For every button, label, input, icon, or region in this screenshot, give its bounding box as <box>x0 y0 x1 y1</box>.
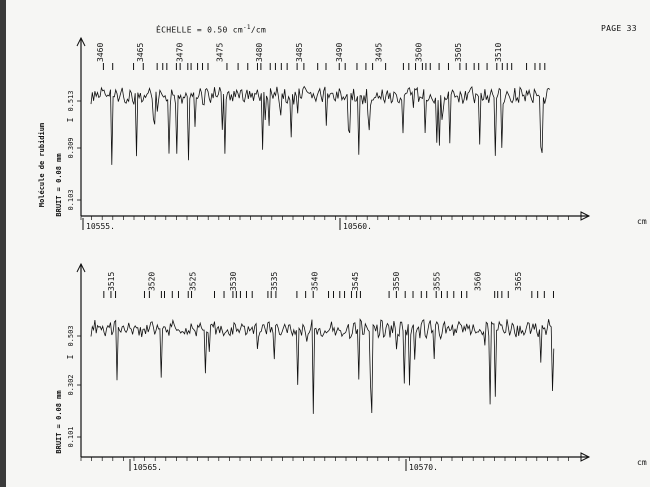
intensity-symbol: I <box>66 354 75 359</box>
noise-label: BRUIT = 0.08 mm <box>55 390 63 453</box>
line-assignment-label: 3535 <box>270 272 279 291</box>
x-tick-label: 10560. <box>343 222 372 231</box>
y-axis-arrow <box>76 262 86 273</box>
line-assignment-label: 3495 <box>375 43 384 62</box>
y-tick-label: 0.309 <box>67 137 75 158</box>
line-assignment-label: 3520 <box>148 272 157 291</box>
page-number: PAGE 33 <box>601 24 637 33</box>
line-assignment-label: 3490 <box>335 43 344 62</box>
x-tick-label: 10555. <box>86 222 115 231</box>
line-assignment-label: 3530 <box>229 272 238 291</box>
scale-suffix: /cm <box>250 25 267 35</box>
y-tick-label: 0.101 <box>67 426 75 447</box>
molecule-label: Molécule de rubidium <box>38 123 46 207</box>
y-tick-label: 0.103 <box>67 189 75 210</box>
line-assignment-label: 3525 <box>188 272 197 291</box>
intensity-symbol: I <box>66 117 75 122</box>
x-axis-arrow <box>580 452 591 462</box>
spectrum-trace <box>90 318 555 414</box>
noise-label: BRUIT = 0.08 mm <box>55 153 63 216</box>
scale-header: ÉCHELLE = 0.50 cm-1/cm <box>156 24 266 35</box>
x-unit-label: cm <box>637 217 647 226</box>
line-assignment-label: 3540 <box>311 272 320 291</box>
line-assignment-label: 3500 <box>414 43 423 62</box>
line-assignment-label: 3485 <box>295 43 304 62</box>
x-unit-label: cm <box>637 458 647 467</box>
y-tick-label: 0.302 <box>67 374 75 395</box>
y-tick-label: 0.503 <box>67 325 75 346</box>
x-axis-arrow <box>580 211 591 221</box>
scale-exponent: -1 <box>242 24 251 31</box>
x-tick-label: 10570. <box>409 463 438 472</box>
line-assignment-label: 3550 <box>392 272 401 291</box>
line-assignment-label: 3460 <box>96 43 105 62</box>
line-assignment-label: 3480 <box>255 43 264 62</box>
line-assignment-label: 3545 <box>351 272 360 291</box>
x-tick-label: 10565. <box>133 463 162 472</box>
scale-label: ÉCHELLE = 0.50 cm <box>156 25 243 35</box>
y-axis-arrow <box>76 36 86 47</box>
spectrum-trace <box>90 85 551 165</box>
line-assignment-label: 3465 <box>136 43 145 62</box>
line-assignment-label: 3560 <box>473 272 482 291</box>
line-assignment-label: 3505 <box>454 43 463 62</box>
line-assignment-label: 3470 <box>176 43 185 62</box>
y-tick-label: 0.513 <box>67 90 75 111</box>
line-assignment-label: 3555 <box>433 272 442 291</box>
line-assignment-label: 3510 <box>494 43 503 62</box>
line-assignment-label: 3475 <box>215 43 224 62</box>
line-assignment-label: 3515 <box>107 272 116 291</box>
line-assignment-label: 3565 <box>514 272 523 291</box>
